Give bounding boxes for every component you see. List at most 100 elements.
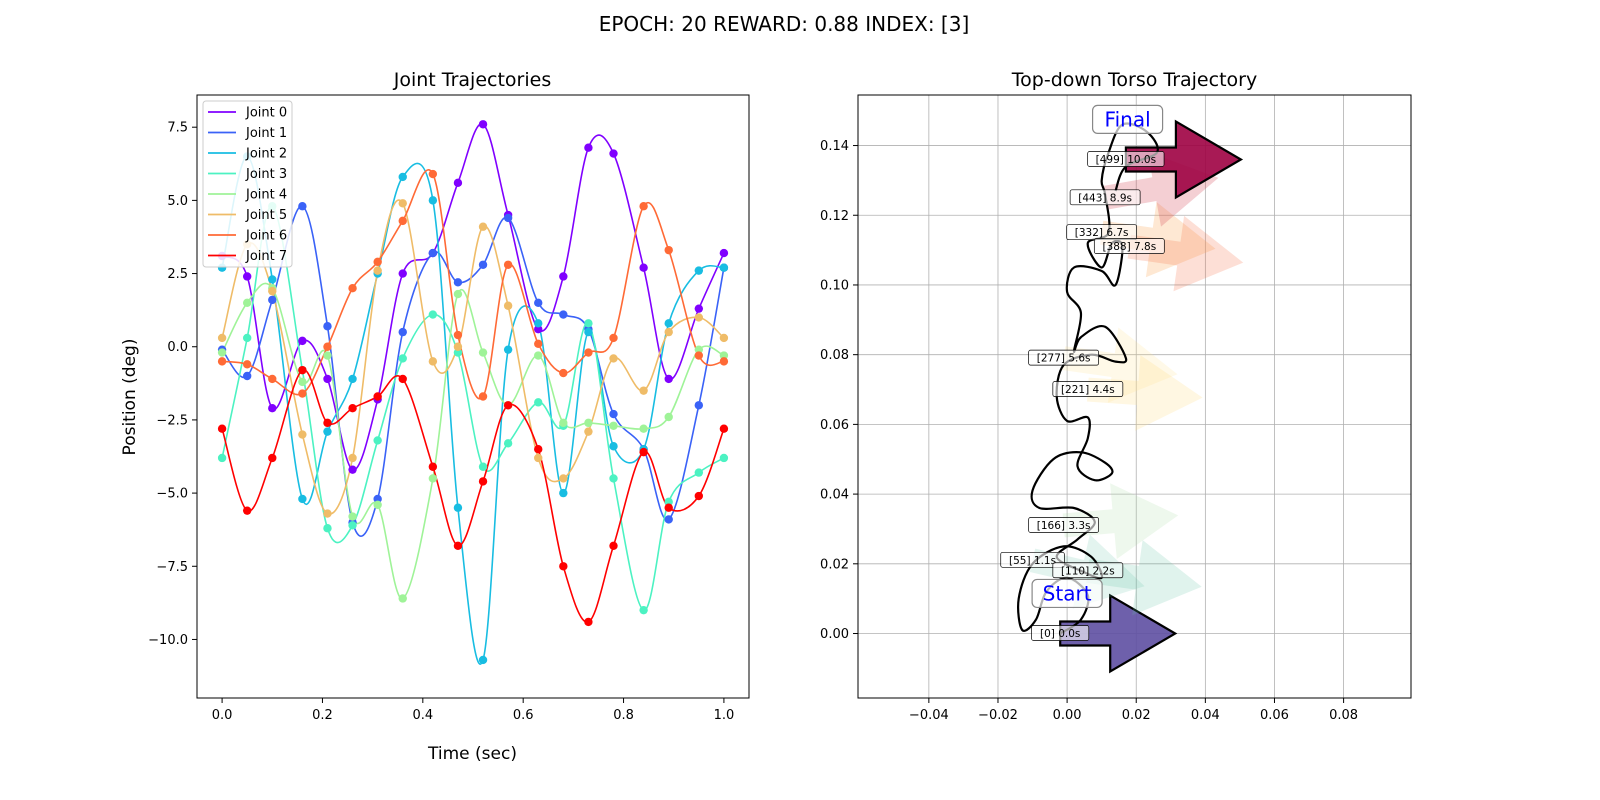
series-point-joint-7 — [453, 541, 463, 550]
series-point-joint-1 — [453, 278, 463, 287]
series-point-joint-5 — [609, 354, 618, 363]
series-point-joint-6 — [348, 283, 357, 293]
legend-label: Joint 2 — [245, 147, 287, 162]
series-point-joint-0 — [719, 248, 729, 258]
series-point-joint-4 — [428, 474, 438, 483]
heading-arrow — [1127, 215, 1244, 292]
time-label-box — [1052, 562, 1124, 579]
series-point-joint-3 — [584, 319, 593, 328]
series-point-joint-3 — [639, 605, 648, 615]
y-tick-label: 0.08 — [820, 348, 849, 363]
series-point-joint-4 — [298, 377, 307, 387]
legend-label: Joint 0 — [245, 106, 287, 121]
y-tick-label: 5.0 — [167, 194, 188, 209]
series-point-joint-2 — [584, 327, 593, 337]
series-point-joint-4 — [323, 351, 332, 360]
time-label: [388] 7.8s — [1102, 241, 1156, 253]
series-point-joint-5 — [664, 327, 673, 337]
series-point-joint-2 — [298, 494, 307, 504]
torso-path — [1017, 122, 1159, 635]
series-point-joint-4 — [694, 345, 704, 354]
series-point-joint-7 — [298, 365, 307, 375]
series-point-joint-6 — [609, 333, 618, 343]
series-point-joint-2 — [428, 196, 438, 205]
figure-title: EPOCH: 20 REWARD: 0.88 INDEX: [3] — [599, 12, 970, 36]
series-point-joint-3 — [398, 354, 407, 363]
x-tick-label: −0.04 — [909, 708, 949, 723]
series-point-joint-2 — [534, 319, 543, 328]
x-tick-label: 0.6 — [513, 708, 534, 723]
series-point-joint-2 — [694, 266, 704, 275]
series-point-joint-4 — [664, 412, 673, 422]
legend-label: Joint 5 — [245, 208, 287, 223]
legend-box — [202, 100, 293, 268]
series-point-joint-5 — [584, 427, 593, 436]
series-point-joint-6 — [719, 357, 729, 366]
series-line-joint-5 — [221, 199, 725, 515]
series-point-joint-1 — [694, 401, 704, 410]
joint-chart-points — [217, 120, 729, 665]
series-point-joint-7 — [694, 491, 704, 501]
series-point-joint-4 — [719, 351, 729, 360]
series-point-joint-7 — [217, 424, 227, 433]
y-tick-label: −10.0 — [148, 633, 188, 648]
series-point-joint-4 — [217, 348, 227, 357]
y-tick-label: 0.02 — [820, 557, 849, 572]
y-tick-label: 0.04 — [820, 488, 849, 503]
series-point-joint-2 — [323, 427, 332, 436]
series-point-joint-5 — [268, 286, 277, 296]
series-line-joint-3 — [221, 205, 725, 612]
series-point-joint-6 — [373, 257, 382, 267]
series-point-joint-5 — [373, 266, 382, 275]
series-point-joint-6 — [323, 342, 332, 351]
heading-arrow — [1086, 540, 1202, 616]
series-point-joint-0 — [694, 304, 704, 313]
series-point-joint-1 — [559, 310, 568, 319]
series-point-joint-0 — [609, 149, 618, 158]
legend-label: Joint 3 — [245, 167, 287, 182]
series-point-joint-2 — [478, 655, 488, 665]
time-label: [55] 1.1s — [1009, 555, 1056, 567]
series-point-joint-7 — [664, 503, 673, 512]
series-point-joint-3 — [664, 497, 673, 507]
y-tick-label: 0.12 — [820, 209, 849, 224]
series-point-joint-5 — [639, 386, 648, 395]
joint-chart-title: Joint Trajectories — [393, 69, 551, 91]
y-tick-label: 2.5 — [167, 267, 188, 282]
series-point-joint-5 — [503, 301, 513, 310]
series-point-joint-6 — [559, 368, 568, 378]
y-tick-label: 7.5 — [167, 121, 188, 136]
legend-label: Joint 4 — [245, 188, 287, 203]
series-point-joint-0 — [268, 404, 277, 413]
series-point-joint-6 — [268, 374, 277, 384]
series-point-joint-1 — [534, 298, 543, 308]
series-point-joint-0 — [348, 465, 357, 474]
series-point-joint-2 — [664, 319, 673, 328]
x-tick-label: 0.00 — [1053, 708, 1082, 723]
torso-chart-frame — [857, 94, 1412, 699]
series-point-joint-4 — [242, 298, 252, 308]
heading-arrow — [1062, 483, 1179, 559]
time-label: [0] 0.0s — [1040, 628, 1080, 640]
series-point-joint-3 — [323, 524, 332, 533]
time-label-box — [1028, 349, 1099, 366]
time-label-box — [1087, 151, 1165, 167]
series-point-joint-0 — [398, 269, 407, 278]
time-label-box — [1069, 189, 1141, 206]
time-label: [110] 2.2s — [1061, 565, 1115, 577]
series-point-joint-2 — [453, 503, 463, 512]
series-point-joint-3 — [478, 462, 488, 471]
series-line-joint-6 — [222, 169, 725, 400]
time-label-box — [1031, 625, 1090, 641]
joint-chart-xlabel: Time (sec) — [427, 744, 517, 764]
y-tick-label: 0.14 — [820, 139, 849, 154]
time-label: [443] 8.9s — [1078, 192, 1132, 204]
y-tick-label: 0.10 — [820, 278, 849, 293]
series-point-joint-0 — [584, 143, 593, 152]
series-point-joint-0 — [534, 324, 543, 334]
series-point-joint-7 — [348, 404, 357, 413]
series-point-joint-1 — [609, 409, 618, 419]
series-point-joint-5 — [428, 357, 438, 366]
start-label-box — [1031, 578, 1103, 609]
